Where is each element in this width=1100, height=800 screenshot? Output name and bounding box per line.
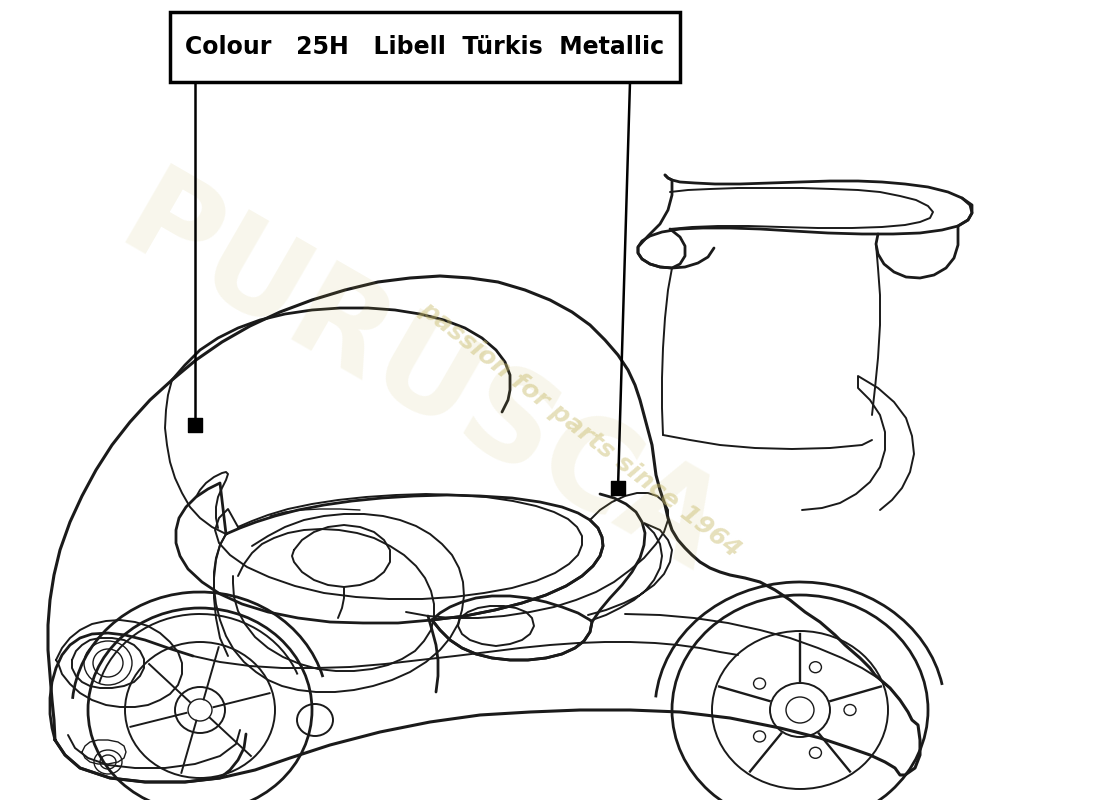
Text: passion for parts since 1964: passion for parts since 1964 [415, 298, 745, 562]
Ellipse shape [844, 705, 856, 715]
Point [609, 482, 627, 494]
Ellipse shape [810, 747, 822, 758]
Bar [170, 12, 680, 82]
Ellipse shape [754, 731, 766, 742]
Point [186, 418, 204, 431]
Ellipse shape [810, 662, 822, 673]
Ellipse shape [754, 678, 766, 689]
Text: PURUSCA: PURUSCA [100, 160, 740, 600]
Text: Colour   25H   Libell  Türkis  Metallic: Colour 25H Libell Türkis Metallic [186, 35, 664, 59]
